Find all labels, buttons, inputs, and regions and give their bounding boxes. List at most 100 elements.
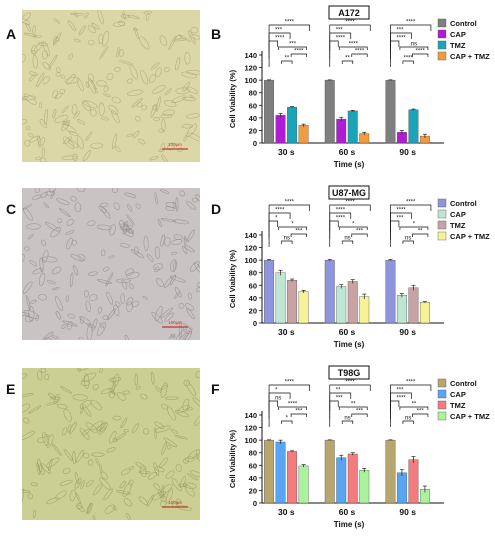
- y-tick-label: 140: [244, 51, 257, 60]
- cell: [23, 417, 30, 424]
- legend-swatch-cap-tmz: [437, 411, 447, 421]
- cell: [104, 504, 116, 514]
- cell: [72, 265, 79, 276]
- cell: [56, 67, 61, 73]
- sig-bracket: [412, 233, 429, 237]
- cell: [153, 427, 157, 439]
- y-axis-label: Cell Viability (%): [228, 69, 237, 128]
- sig-bracket: [399, 406, 429, 410]
- cell: [38, 294, 48, 301]
- cell: [152, 105, 158, 111]
- cell: [169, 275, 186, 283]
- cell: [109, 431, 117, 444]
- cell: [136, 102, 143, 108]
- bar-cap-tmz: [419, 302, 430, 324]
- cell-field: [22, 188, 200, 340]
- sig-bracket: [351, 53, 368, 57]
- sig-label: **: [351, 402, 356, 408]
- cell: [29, 71, 38, 76]
- sig-label: ****: [294, 49, 304, 55]
- cell: [33, 42, 43, 53]
- chart-a172-svg: A172 0 20 40 60 80 100 120 140 Cell Viability (%)…: [228, 5, 490, 169]
- chart-title: T98G: [338, 368, 361, 378]
- sig-label: ns: [411, 42, 417, 48]
- cell: [59, 88, 66, 94]
- cell-field: [22, 368, 200, 520]
- sig-bracket: [412, 53, 429, 57]
- cell: [195, 194, 200, 202]
- y-tick-label: 80: [249, 269, 257, 278]
- sig-label: ****: [336, 36, 346, 42]
- cell: [184, 484, 195, 497]
- cell: [72, 394, 88, 401]
- cell: [160, 484, 165, 499]
- cell: [22, 431, 35, 440]
- cell: [194, 415, 200, 426]
- legend: Control CAP TMZ CAP + TMZ: [437, 18, 490, 61]
- cell: [170, 429, 179, 434]
- cell: [120, 223, 133, 234]
- cell: [154, 421, 165, 430]
- cell: [174, 286, 182, 298]
- cell: [102, 93, 112, 97]
- cell: [123, 222, 130, 232]
- cell: [134, 246, 139, 255]
- x-tick-label: 30 s: [278, 327, 295, 337]
- legend-label: CAP: [450, 30, 466, 39]
- cell: [187, 30, 196, 44]
- bar-cap-tmz: [298, 291, 309, 324]
- cell: [132, 130, 140, 138]
- cell: [154, 246, 161, 259]
- bar-control: [324, 79, 335, 144]
- cell: [48, 458, 53, 472]
- cell: [182, 96, 197, 101]
- cell: [126, 512, 131, 520]
- legend-swatch-control: [437, 378, 447, 388]
- cell: [65, 230, 75, 235]
- cell: [29, 135, 40, 143]
- y-tick-label: 100: [244, 76, 257, 85]
- cell: [54, 114, 68, 123]
- sig-bracket: [278, 46, 307, 50]
- y-axis-label: Cell Viability (%): [228, 249, 237, 308]
- cell: [85, 131, 93, 141]
- cell: [122, 220, 129, 235]
- sig-label: **: [418, 229, 423, 235]
- cell: [154, 266, 160, 273]
- cell: [188, 292, 192, 300]
- sig-label: ****: [275, 208, 285, 214]
- sig-bracket: [329, 40, 339, 67]
- sig-label: ns: [284, 236, 290, 242]
- sig-label: ns: [344, 236, 350, 242]
- cell: [159, 457, 169, 469]
- bar-control: [324, 259, 335, 324]
- cell: [130, 249, 144, 258]
- sig-bracket: [390, 400, 400, 427]
- cell: [22, 403, 31, 413]
- cell: [153, 483, 161, 491]
- cell: [125, 268, 135, 276]
- cell: [108, 377, 122, 382]
- cell: [85, 479, 94, 487]
- legend-label: TMZ: [450, 221, 466, 230]
- cell: [167, 444, 171, 450]
- cell-field: [22, 10, 200, 162]
- cell: [186, 307, 195, 320]
- cell: [173, 38, 187, 42]
- sig-label: ***: [275, 28, 283, 34]
- legend-swatch-cap: [437, 389, 447, 399]
- cell: [42, 75, 50, 84]
- legend-label: CAP + TMZ: [450, 412, 490, 421]
- cell: [46, 497, 59, 505]
- y-tick-label: 20: [249, 126, 257, 135]
- cell: [25, 295, 31, 311]
- x-tick-label: 60 s: [339, 327, 356, 337]
- cell: [90, 399, 102, 411]
- cell: [175, 328, 188, 340]
- cell: [138, 470, 151, 474]
- cell: [49, 188, 57, 193]
- cell: [165, 206, 175, 211]
- sig-bracket: [341, 420, 354, 424]
- cell: [23, 93, 37, 105]
- cell: [105, 272, 114, 287]
